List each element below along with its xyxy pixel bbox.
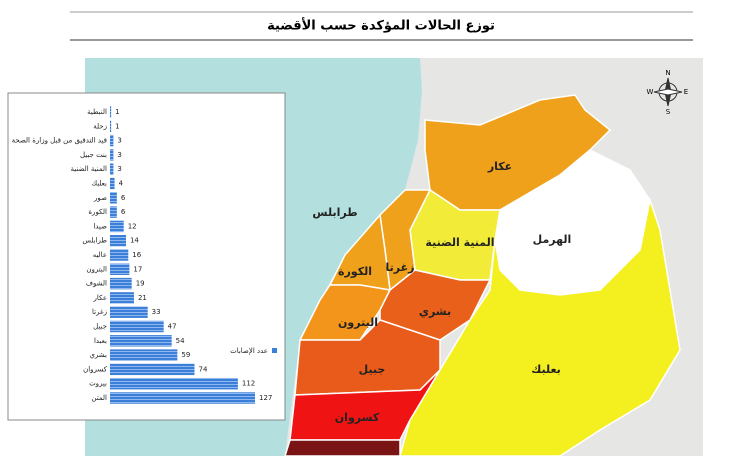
bar	[110, 349, 178, 361]
compass-label: N	[665, 69, 670, 77]
value-label: 12	[128, 222, 137, 230]
bar	[110, 120, 112, 133]
bar	[110, 392, 255, 404]
title: توزع الحالات المؤكدة حسب الأقضية	[267, 17, 495, 34]
bar	[110, 306, 148, 318]
region-label: عكار	[487, 160, 512, 173]
category-label: صيدا	[93, 222, 107, 230]
value-label: 1	[115, 122, 119, 130]
compass-label: E	[684, 88, 688, 96]
value-label: 4	[119, 180, 124, 188]
bar	[110, 149, 114, 161]
category-label: المتن	[91, 394, 107, 402]
bar	[110, 363, 195, 376]
value-label: 47	[168, 323, 177, 331]
value-label: 3	[117, 137, 121, 145]
category-label: بيروت	[89, 380, 107, 388]
region-label: زغرتا	[386, 261, 415, 274]
value-label: 1	[115, 108, 119, 116]
region-label: المنية الضنية	[425, 236, 494, 249]
category-label: بشري	[89, 351, 107, 359]
value-label: 19	[136, 280, 145, 288]
category-label: زحلة	[93, 122, 107, 130]
category-label: صور	[93, 194, 107, 202]
value-label: 17	[133, 265, 142, 273]
category-label: بعبدا	[94, 337, 107, 345]
bar	[110, 335, 172, 347]
bar	[110, 206, 117, 218]
value-label: 6	[121, 194, 126, 202]
value-label: 3	[117, 165, 121, 173]
legend-swatch	[272, 348, 277, 353]
value-label: 74	[198, 365, 207, 373]
bar	[110, 234, 126, 247]
compass	[653, 77, 683, 107]
category-label: طرابلس	[82, 237, 107, 245]
category-label: كسروان	[83, 365, 108, 373]
value-label: 127	[259, 394, 272, 402]
region-label: الهرمل	[533, 233, 572, 246]
value-label: 59	[181, 351, 190, 359]
bar	[110, 277, 132, 290]
region	[284, 439, 401, 456]
value-label: 33	[152, 308, 161, 316]
region-label: البترون	[338, 316, 378, 329]
value-label: 16	[132, 251, 141, 259]
category-label: جبيل	[93, 323, 107, 331]
chart: النبطية 1 زحلة 1 قيد التدقيق من قبل وزارة ال…	[7, 92, 286, 421]
bar	[110, 177, 115, 190]
region-label: طرابلس	[312, 206, 357, 219]
category-label: زغرتا	[92, 308, 107, 316]
region-label: بعلبك	[531, 363, 561, 376]
region-label: جبيل	[359, 363, 386, 376]
category-label: الكورة	[88, 208, 107, 216]
legend-label: عدد الإصابات	[230, 347, 268, 355]
bar	[110, 106, 112, 118]
bar	[110, 163, 114, 175]
value-label: 3	[117, 151, 121, 159]
bar	[110, 263, 130, 276]
category-label: البترون	[86, 265, 107, 273]
bar	[110, 377, 238, 390]
compass-label: S	[666, 108, 671, 116]
bar	[110, 220, 124, 233]
category-label: النبطية	[87, 108, 107, 116]
bar	[110, 292, 134, 304]
value-label: 21	[138, 294, 147, 302]
region	[379, 269, 492, 341]
category-label: عاليه	[93, 251, 107, 259]
value-label: 6	[121, 208, 126, 216]
category-label: المنية الضنية	[71, 165, 108, 173]
category-label: الشوف	[86, 280, 107, 288]
region-label: بشري	[419, 305, 451, 318]
bar	[110, 134, 114, 147]
bar	[110, 249, 129, 261]
compass-label: W	[647, 88, 654, 96]
category-label: بنت جبيل	[80, 151, 107, 159]
value-label: 14	[130, 237, 139, 245]
region-label: الكورة	[338, 265, 372, 278]
bar	[110, 320, 164, 333]
bar	[110, 192, 117, 204]
value-label: 54	[176, 337, 185, 345]
category-label: قيد التدقيق من قبل وزارة الصحة	[12, 137, 107, 145]
region-label: كسروان	[335, 411, 380, 424]
category-label: بعلبك	[91, 180, 107, 188]
value-label: 112	[242, 380, 255, 388]
category-label: عكار	[92, 294, 107, 302]
